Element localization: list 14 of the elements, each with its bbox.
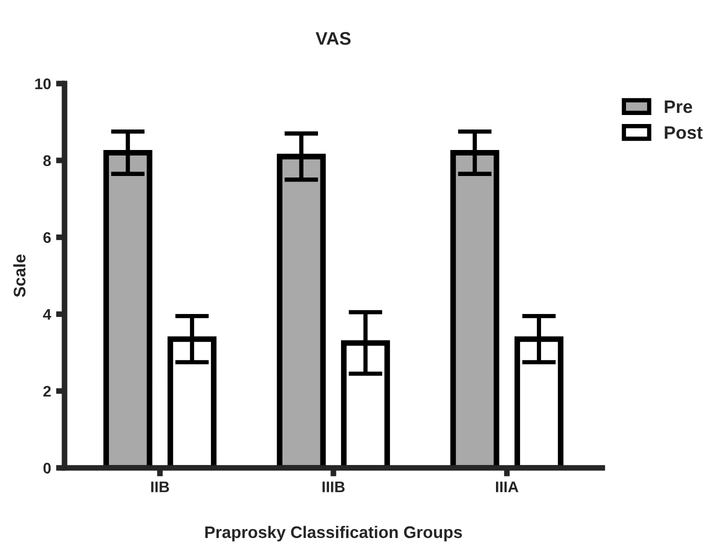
- x-tick-label: IIIB: [322, 482, 345, 492]
- y-tick-label: 6: [43, 232, 51, 243]
- chart-title: VAS: [316, 32, 351, 45]
- legend-label: Post: [664, 126, 703, 139]
- x-axis-title: Praprosky Classification Groups: [205, 526, 462, 542]
- y-tick-label: 10: [35, 78, 51, 90]
- legend-label: Pre: [664, 100, 692, 114]
- y-axis-title: Scale: [13, 254, 26, 298]
- y-tick-label: 8: [43, 155, 51, 166]
- x-tick-label: IIIA: [496, 482, 518, 492]
- y-tick-label: 4: [43, 309, 52, 320]
- x-tick-label: IIB: [151, 482, 170, 492]
- y-tick-label: 2: [43, 386, 51, 397]
- y-tick-label: 0: [43, 462, 51, 474]
